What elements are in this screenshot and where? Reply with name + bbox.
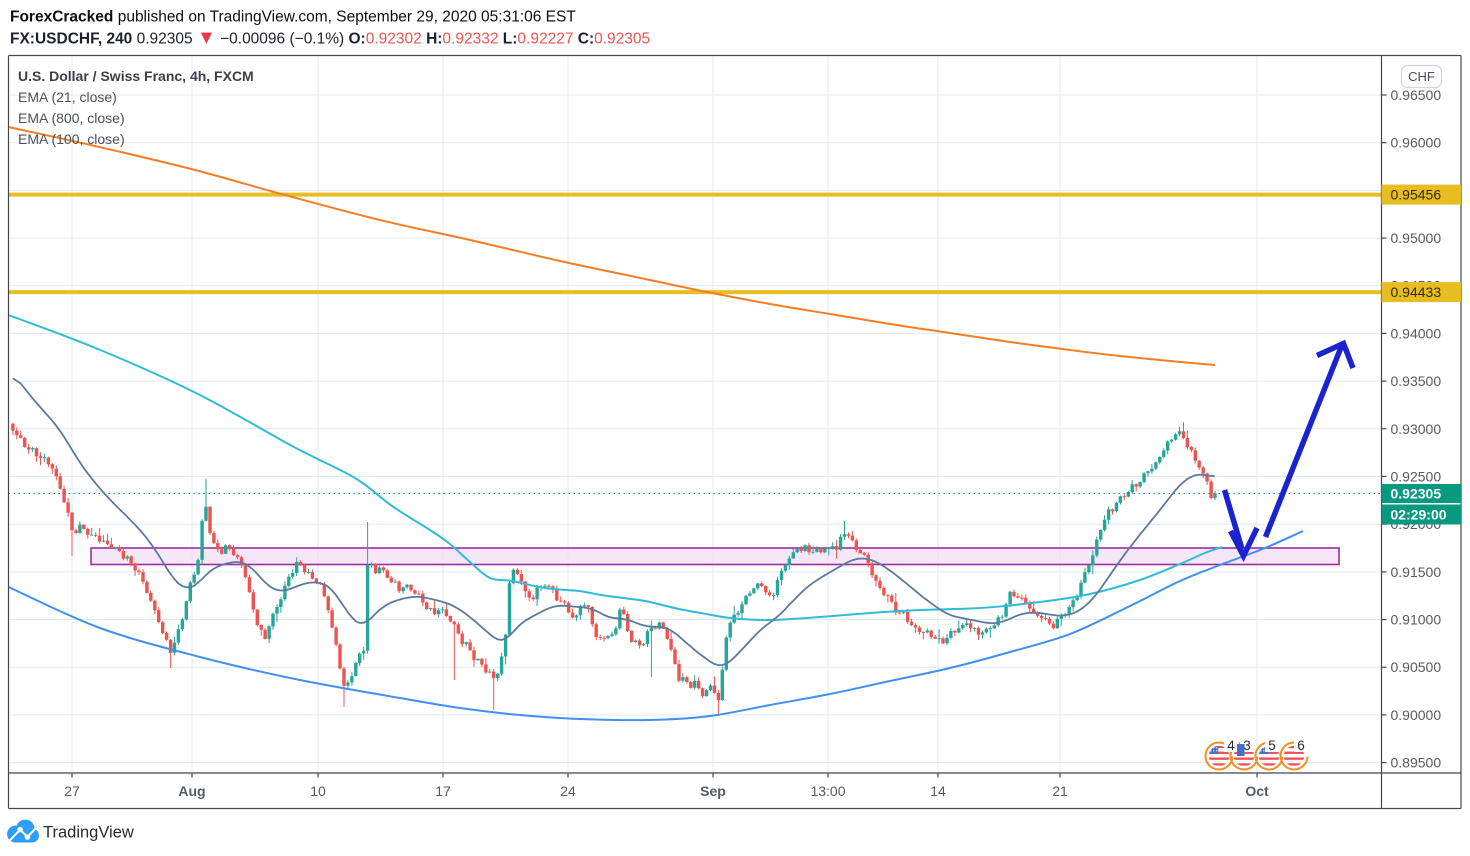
svg-text:0.96500: 0.96500 <box>1391 87 1442 103</box>
svg-text:17: 17 <box>435 783 451 799</box>
svg-text:Sep: Sep <box>700 783 726 799</box>
svg-text:0.95000: 0.95000 <box>1391 230 1442 246</box>
svg-text:0.92500: 0.92500 <box>1391 469 1442 485</box>
svg-text:4: 4 <box>1227 738 1235 753</box>
svg-text:Aug: Aug <box>178 783 205 799</box>
svg-text:0.90500: 0.90500 <box>1391 659 1442 675</box>
svg-text:5: 5 <box>1268 738 1276 753</box>
svg-text:21: 21 <box>1052 783 1068 799</box>
svg-text:ForexCracked published on Trad: ForexCracked published on TradingView.co… <box>10 9 576 26</box>
svg-text:13:00: 13:00 <box>810 783 845 799</box>
svg-text:0.93000: 0.93000 <box>1391 421 1442 437</box>
svg-text:10: 10 <box>310 783 326 799</box>
svg-text:EMA (21, close): EMA (21, close) <box>18 89 117 105</box>
svg-text:FX:USDCHF, 240 0.92305 ▼ −0.0: FX:USDCHF, 240 0.92305 ▼ −0.00096 (−0.1%… <box>10 28 650 49</box>
svg-text:0.90000: 0.90000 <box>1391 707 1442 723</box>
svg-text:14: 14 <box>930 783 946 799</box>
svg-text:0.94433: 0.94433 <box>1391 284 1442 300</box>
svg-text:0.94000: 0.94000 <box>1391 325 1442 341</box>
svg-text:27: 27 <box>64 783 80 799</box>
svg-text:EMA (100, close): EMA (100, close) <box>18 131 125 147</box>
svg-text:0.95456: 0.95456 <box>1391 187 1442 203</box>
svg-text:02:29:00: 02:29:00 <box>1391 507 1447 523</box>
svg-text:Oct: Oct <box>1245 783 1269 799</box>
svg-text:0.91500: 0.91500 <box>1391 564 1442 580</box>
svg-text:0.92305: 0.92305 <box>1391 486 1442 502</box>
svg-text:6: 6 <box>1297 738 1305 753</box>
svg-text:0.96000: 0.96000 <box>1391 135 1442 151</box>
svg-text:0.89500: 0.89500 <box>1391 755 1442 771</box>
svg-text:24: 24 <box>560 783 576 799</box>
svg-text:TradingView: TradingView <box>43 824 134 842</box>
svg-text:EMA (800, close): EMA (800, close) <box>18 110 125 126</box>
svg-text:U.S. Dollar / Swiss Franc, 4h,: U.S. Dollar / Swiss Franc, 4h, FXCM <box>18 68 254 84</box>
svg-text:0.91000: 0.91000 <box>1391 612 1442 628</box>
svg-text:CHF: CHF <box>1408 69 1435 84</box>
svg-text:3: 3 <box>1243 738 1251 753</box>
svg-text:0.93500: 0.93500 <box>1391 373 1442 389</box>
